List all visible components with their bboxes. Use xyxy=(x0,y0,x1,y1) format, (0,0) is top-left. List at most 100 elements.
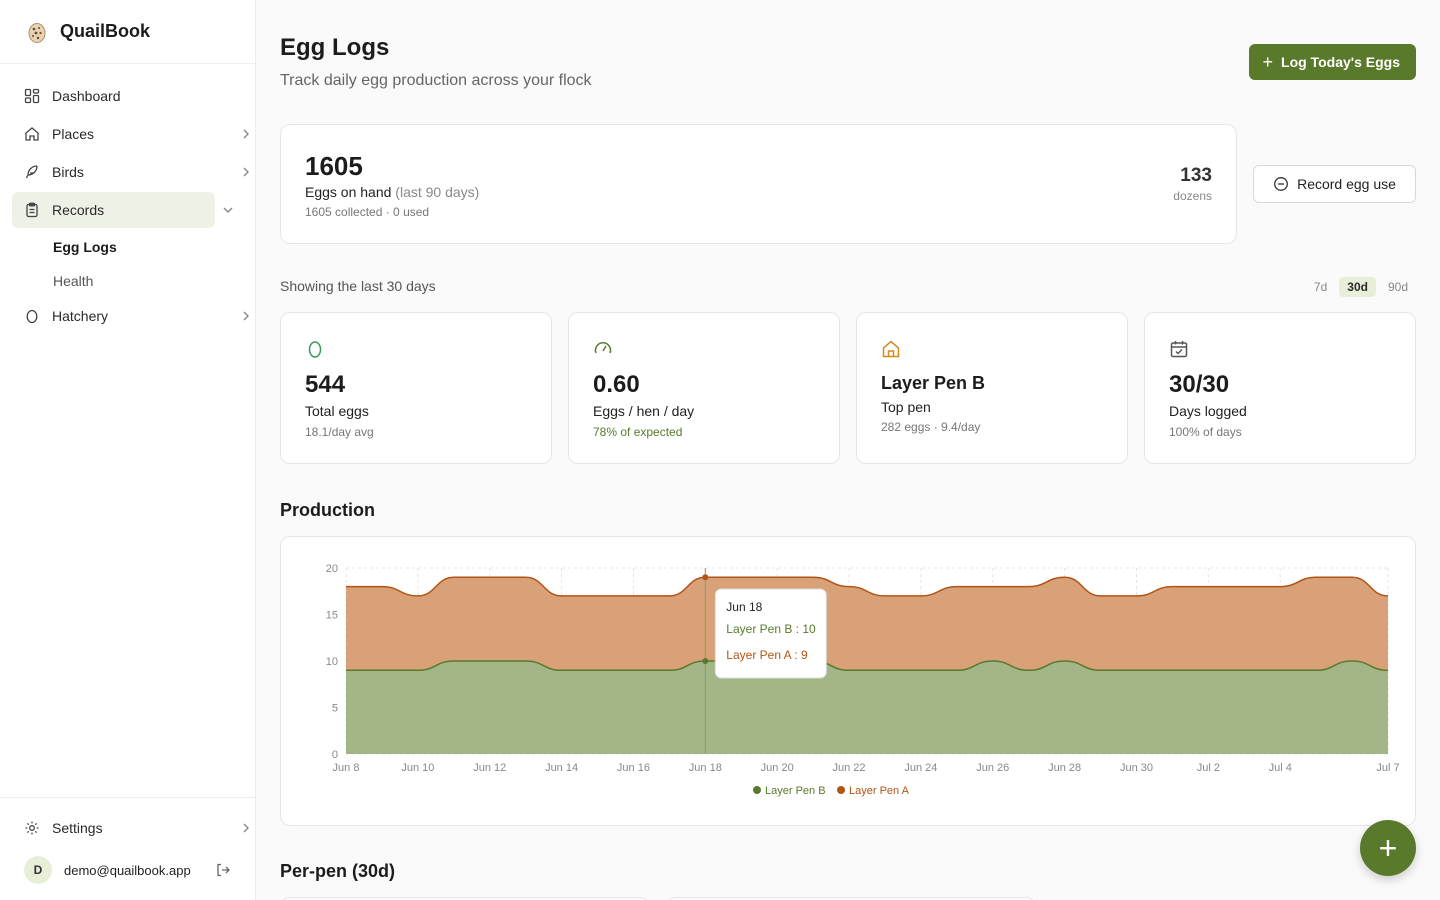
avatar[interactable]: D xyxy=(24,856,52,884)
app-name: QuailBook xyxy=(60,21,151,41)
sidebar-item-places[interactable]: Places xyxy=(12,116,249,152)
sidebar-subitem-health[interactable]: Health xyxy=(53,273,94,289)
logout-icon[interactable] xyxy=(215,862,231,878)
stat-value: 30/30 xyxy=(1169,371,1230,398)
chevron-right-icon xyxy=(243,311,249,321)
stat-card-days-logged: 30/30 Days logged 100% of days xyxy=(1144,312,1416,464)
main-content: Egg Logs Track daily egg production acro… xyxy=(280,0,1416,900)
sidebar-item-label: Birds xyxy=(52,164,84,180)
tooltip-row-layer-pen-a: Layer Pen A : 9 xyxy=(726,648,808,662)
sidebar: QuailBook Dashboard Places Birds xyxy=(0,0,256,900)
x-tick-label: Jun 16 xyxy=(617,762,650,774)
legend-swatch-layer-pen-b xyxy=(753,786,761,794)
egg-icon xyxy=(308,341,322,358)
y-tick-label: 15 xyxy=(326,610,338,622)
x-tick-label: Jun 24 xyxy=(904,762,937,774)
tooltip-row-layer-pen-b: Layer Pen B : 10 xyxy=(726,622,816,636)
range-option-90d[interactable]: 90d xyxy=(1387,280,1408,294)
stat-value: 0.60 xyxy=(593,371,640,398)
x-tick-label: Jun 12 xyxy=(473,762,506,774)
eggs-on-hand-label-text: Eggs on hand xyxy=(305,184,392,200)
y-tick-label: 0 xyxy=(332,749,338,761)
per-pen-title: Per-pen (30d) xyxy=(280,861,396,881)
area-layer-pen-a xyxy=(346,577,1388,671)
production-chart[interactable]: 0 5 10 15 20 Jun 8 Jun 10 Jun 12 Jun 14 Jun 16 Jun… xyxy=(281,537,1417,827)
sidebar-item-label: Hatchery xyxy=(52,308,109,324)
chevron-right-icon xyxy=(243,129,249,139)
x-tick-label: Jul 7 xyxy=(1376,762,1399,774)
record-egg-use-label: Record egg use xyxy=(1297,176,1396,192)
range-option-7d[interactable]: 7d xyxy=(1313,280,1328,294)
fab-add-button[interactable]: + xyxy=(1360,820,1416,876)
chevron-right-icon xyxy=(243,823,249,833)
hover-dot-layer-pen-a xyxy=(702,574,709,581)
plus-icon: + xyxy=(1262,52,1274,72)
range-selector: 7d 30d 90d xyxy=(1302,277,1416,297)
sidebar-item-hatchery[interactable]: Hatchery xyxy=(12,298,249,334)
x-tick-label: Jun 28 xyxy=(1048,762,1081,774)
user-row: D demo@quailbook.app xyxy=(12,850,243,890)
line-layer-pen-a xyxy=(346,576,1389,597)
stat-sub: 100% of days xyxy=(1169,425,1242,439)
stat-label: Total eggs xyxy=(305,403,369,419)
x-tick-label: Jun 8 xyxy=(333,762,360,774)
range-description: Showing the last 30 days xyxy=(280,278,436,294)
record-egg-use-button[interactable]: Record egg use xyxy=(1253,165,1416,203)
y-tick-label: 5 xyxy=(332,703,338,715)
egg-icon xyxy=(24,308,40,324)
sidebar-subitem-egg-logs[interactable]: Egg Logs xyxy=(53,239,117,255)
dozens-readout: 133 dozens xyxy=(1173,165,1212,203)
stat-label: Days logged xyxy=(1169,403,1247,419)
x-tick-label: Jul 4 xyxy=(1269,762,1292,774)
sidebar-item-label: Places xyxy=(52,126,95,142)
legend-label-layer-pen-b: Layer Pen B xyxy=(765,785,826,797)
eggs-on-hand-value: 1605 xyxy=(305,151,363,181)
area-layer-pen-b xyxy=(346,661,1388,754)
eggs-on-hand-period: (last 90 days) xyxy=(395,184,480,200)
home-icon xyxy=(24,126,40,142)
user-email: demo@quailbook.app xyxy=(64,862,191,878)
stat-label: Eggs / hen / day xyxy=(593,403,695,419)
stat-sub: 78% of expected xyxy=(593,425,683,439)
quail-egg-logo-icon xyxy=(28,22,46,43)
stat-sub: 18.1/day avg xyxy=(305,425,374,439)
log-todays-eggs-button[interactable]: + Log Today's Eggs xyxy=(1248,44,1416,80)
stat-value: Layer Pen B xyxy=(881,373,986,393)
sidebar-item-settings[interactable]: Settings xyxy=(12,810,249,846)
legend-label-layer-pen-a: Layer Pen A xyxy=(849,785,910,797)
minus-circle-icon xyxy=(1274,177,1289,191)
x-tick-label: Jun 10 xyxy=(401,762,434,774)
stat-sub: 282 eggs · 9.4/day xyxy=(881,420,981,434)
x-tick-label: Jun 20 xyxy=(761,762,794,774)
house-icon xyxy=(882,340,900,358)
sidebar-item-birds[interactable]: Birds xyxy=(12,154,249,190)
range-option-30d[interactable]: 30d xyxy=(1339,277,1376,297)
tooltip-box xyxy=(714,588,827,679)
chevron-right-icon xyxy=(243,167,249,177)
sidebar-item-records[interactable]: Records xyxy=(12,192,233,228)
feather-icon xyxy=(24,164,40,180)
sidebar-item-label: Dashboard xyxy=(52,88,121,104)
log-todays-eggs-label: Log Today's Eggs xyxy=(1281,54,1400,70)
stat-label: Top pen xyxy=(881,399,931,415)
sidebar-item-label: Settings xyxy=(52,820,103,836)
clipboard-icon xyxy=(24,202,40,218)
hover-dot-layer-pen-b xyxy=(702,658,709,664)
eggs-on-hand-card: 1605 Eggs on hand (last 90 days) 1605 co… xyxy=(280,124,1237,244)
legend-swatch-layer-pen-a xyxy=(837,786,845,794)
x-tick-label: Jun 14 xyxy=(545,762,578,774)
gauge-icon xyxy=(594,342,612,354)
gear-icon xyxy=(24,820,40,836)
x-tick-label: Jun 22 xyxy=(833,762,866,774)
tooltip-date: Jun 18 xyxy=(726,600,762,614)
y-tick-label: 20 xyxy=(326,563,338,575)
sidebar-item-label: Records xyxy=(52,202,105,218)
brand[interactable]: QuailBook xyxy=(0,0,255,64)
x-tick-label: Jun 30 xyxy=(1120,762,1153,774)
production-chart-card: 0 5 10 15 20 Jun 8 Jun 10 Jun 12 Jun 14 Jun 16 Jun… xyxy=(280,536,1416,826)
sidebar-item-dashboard[interactable]: Dashboard xyxy=(12,78,243,114)
stats-row: 544 Total eggs 18.1/day avg 0.60 Eggs / … xyxy=(280,312,1416,464)
x-tick-label: Jun 18 xyxy=(689,762,722,774)
line-layer-pen-b xyxy=(345,660,1389,672)
sidebar-nav: Dashboard Places Birds Records Egg Logs … xyxy=(0,64,255,334)
